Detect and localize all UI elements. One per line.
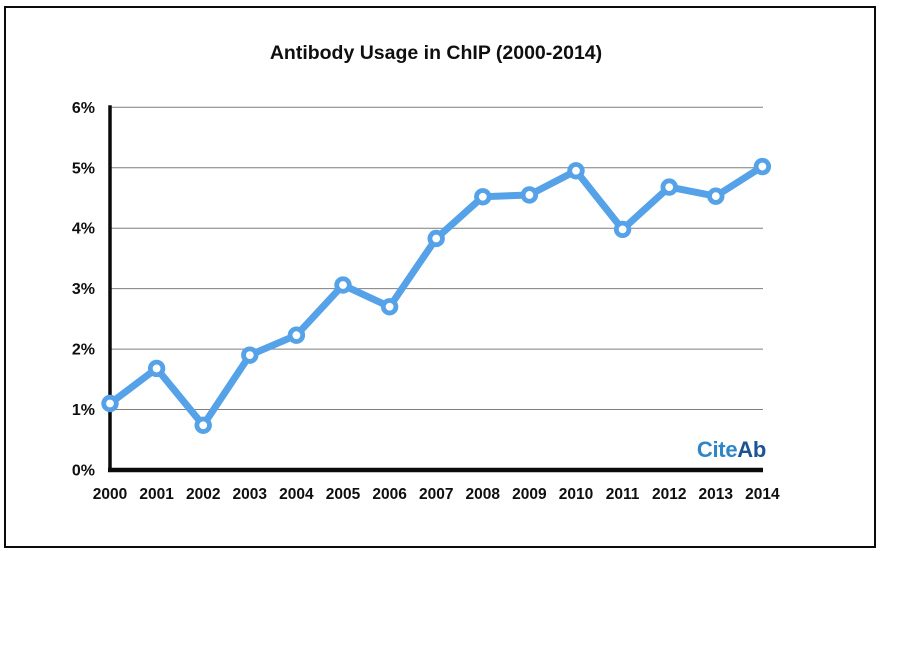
data-point-2007 xyxy=(427,229,445,248)
data-point-2012 xyxy=(660,178,678,196)
x-tick-label-2004: 2004 xyxy=(279,486,314,503)
tick-labels: 0% 1% 2% 3% 4% 5% 6% 2000 2001 2002 2003 2004 2005 20… xyxy=(72,100,780,503)
x-tick-label-2002: 2002 xyxy=(186,486,220,503)
data-point-2000 xyxy=(101,394,119,413)
gridlines xyxy=(110,106,763,411)
data-point-2004 xyxy=(287,326,306,344)
x-tick-label-2005: 2005 xyxy=(326,486,361,503)
chart-panel: Antibody Usage in ChIP (2000-2014) 0% 1% 2… xyxy=(4,6,876,548)
data-series xyxy=(101,157,772,434)
data-point-2001 xyxy=(147,359,166,378)
x-tick-label-2006: 2006 xyxy=(372,486,407,503)
x-tick-label-2000: 2000 xyxy=(93,486,127,503)
y-tick-label-6%: 6% xyxy=(72,100,95,117)
y-tick-label-1%: 1% xyxy=(72,402,95,419)
y-tick-label-0%: 0% xyxy=(72,463,95,480)
series-line xyxy=(106,163,766,429)
x-tick-label-2009: 2009 xyxy=(512,486,547,503)
citeab-logo: CiteAb xyxy=(697,439,766,461)
y-tick-label-2%: 2% xyxy=(72,342,95,359)
data-point-2014 xyxy=(753,157,772,176)
data-point-2009 xyxy=(520,186,539,204)
x-tick-label-2001: 2001 xyxy=(139,486,174,503)
y-tick-label-4%: 4% xyxy=(72,221,95,238)
data-point-2005 xyxy=(334,276,352,294)
line-chart: Antibody Usage in ChIP (2000-2014) 0% 1% 2… xyxy=(72,42,780,503)
x-tick-label-2013: 2013 xyxy=(699,486,734,503)
x-tick-label-2003: 2003 xyxy=(233,486,268,503)
citeab-logo-ab: Ab xyxy=(737,437,766,462)
data-point-2006 xyxy=(380,298,399,316)
data-point-2011 xyxy=(613,220,632,239)
x-tick-label-2011: 2011 xyxy=(606,486,640,503)
chart-title: Antibody Usage in ChIP (2000-2014) xyxy=(270,42,602,64)
x-tick-label-2012: 2012 xyxy=(652,486,686,503)
x-tick-label-2008: 2008 xyxy=(466,486,501,503)
x-tick-label-2014: 2014 xyxy=(745,486,780,503)
y-tick-label-3%: 3% xyxy=(72,281,95,298)
y-tick-label-5%: 5% xyxy=(72,160,95,177)
data-point-2002 xyxy=(194,416,212,434)
data-point-2010 xyxy=(567,162,585,180)
data-point-2013 xyxy=(707,187,725,205)
citeab-logo-cite: Cite xyxy=(696,437,738,462)
x-tick-label-2010: 2010 xyxy=(559,486,593,503)
data-point-2008 xyxy=(474,188,492,206)
data-point-2003 xyxy=(241,346,259,364)
x-tick-label-2007: 2007 xyxy=(419,486,453,503)
